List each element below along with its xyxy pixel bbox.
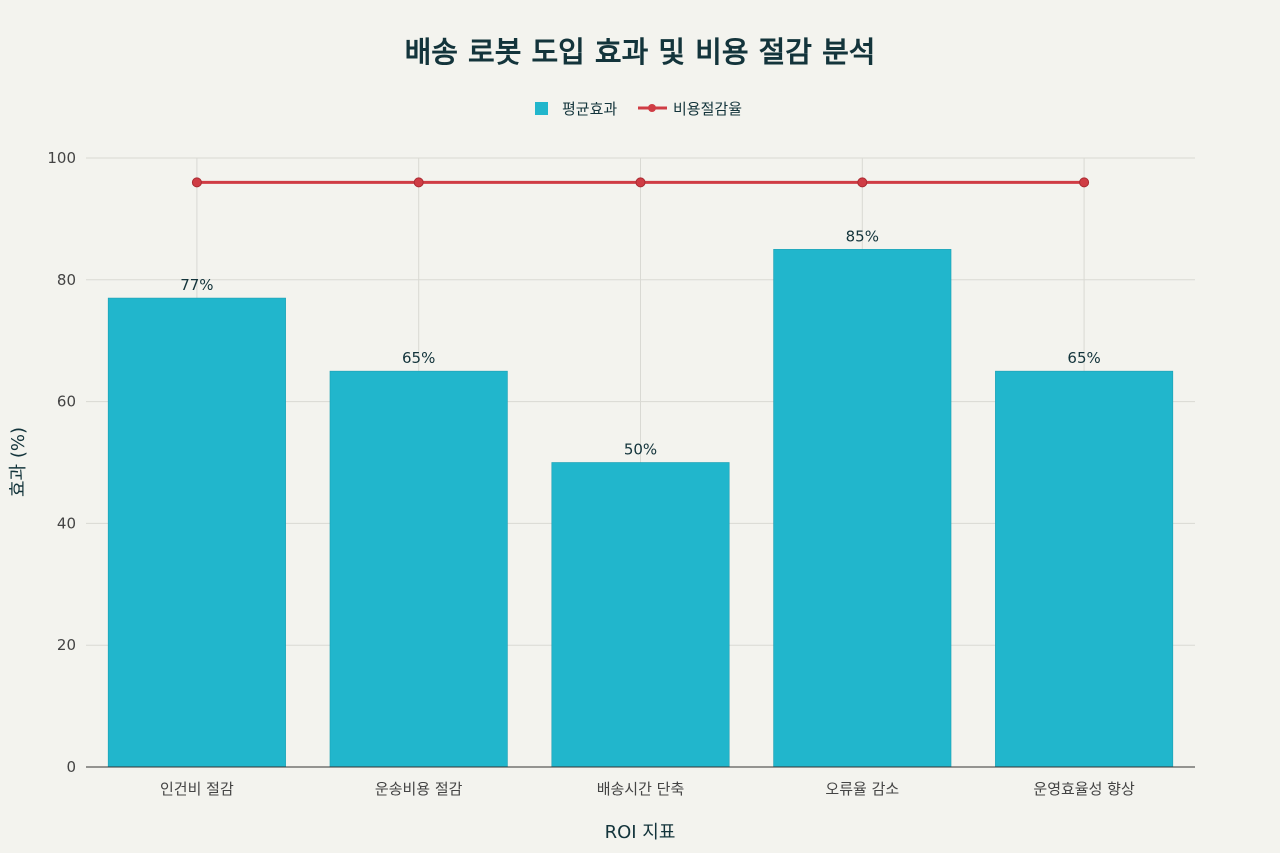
line-point [1079, 177, 1090, 188]
x-tick-label: 오류율 감소 [825, 780, 899, 798]
x-tick-label: 운영효율성 향상 [1033, 780, 1135, 798]
y-tick-label: 20 [57, 636, 76, 654]
bar [107, 297, 286, 768]
line-point [857, 177, 868, 188]
y-tick-label: 80 [57, 271, 76, 289]
legend-line-label: 비용절감율 [673, 100, 742, 118]
line-series [191, 177, 1090, 188]
bar [995, 370, 1174, 768]
bar [329, 370, 508, 768]
y-tick-label: 40 [57, 514, 76, 532]
line-point [191, 177, 202, 188]
bar-value-label: 65% [1067, 349, 1100, 367]
x-tick-label: 인건비 절감 [160, 780, 234, 798]
bar-value-label: 77% [180, 276, 213, 294]
legend: 평균효과 비용절감율 [535, 100, 742, 118]
bar-value-label: 65% [402, 349, 435, 367]
y-tick-label: 0 [66, 758, 76, 776]
line-point [413, 177, 424, 188]
y-axis-ticks: 0 20 40 60 80 100 [47, 149, 76, 776]
y-tick-label: 100 [47, 149, 76, 167]
chart-title: 배송 로봇 도입 효과 및 비용 절감 분석 [405, 35, 876, 69]
bar-value-label: 85% [846, 227, 879, 245]
x-tick-label: 배송시간 단축 [597, 780, 685, 798]
bar-labels: 77% 65% 50% 85% 65% [180, 227, 1101, 458]
x-tick-label: 운송비용 절감 [375, 780, 463, 798]
bar-value-label: 50% [624, 441, 657, 459]
x-axis-ticks: 인건비 절감 운송비용 절감 배송시간 단축 오류율 감소 운영효율성 향상 [160, 780, 1135, 798]
bar [551, 462, 730, 768]
legend-bar-swatch [535, 102, 548, 115]
line-point [635, 177, 646, 188]
bar [773, 249, 952, 768]
x-axis-title: ROI 지표 [605, 822, 676, 843]
y-tick-label: 60 [57, 393, 76, 411]
y-axis-title: 효과 (%) [8, 427, 29, 497]
legend-line-marker [648, 104, 656, 112]
bars [107, 249, 1174, 768]
legend-bar-label: 평균효과 [562, 100, 617, 118]
